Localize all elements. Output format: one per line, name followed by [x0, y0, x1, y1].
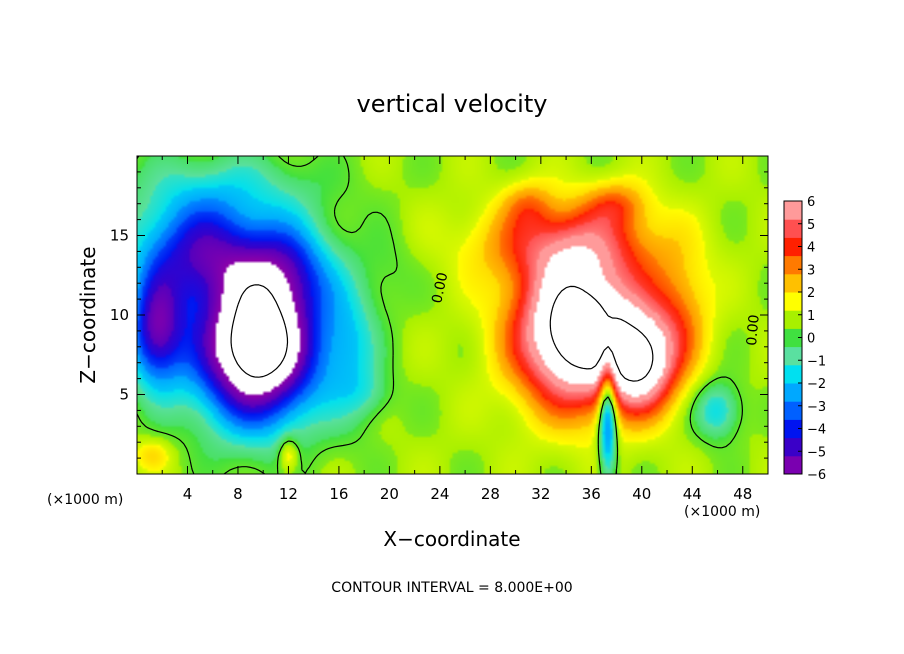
colorbar-tick-label: 4: [807, 241, 815, 256]
colorbar-swatch: [784, 328, 802, 348]
colorbar-tick-label: −3: [807, 400, 826, 415]
colorbar-tick-label: 5: [807, 218, 815, 233]
colorbar-tick-label: 0: [807, 332, 815, 347]
colorbar-swatch: [784, 383, 802, 402]
colorbar-swatch: [784, 237, 802, 257]
y-axis-title: Z−coordinate: [76, 246, 100, 383]
colorbar-swatch: [784, 346, 802, 366]
contour-negative: [230, 284, 289, 378]
colorbar-swatch: [784, 219, 802, 238]
colorbar-swatch: [784, 273, 802, 293]
colorbar-swatch: [784, 310, 802, 329]
colorbar-swatch: [784, 364, 802, 384]
colorbar-tick-label: −4: [807, 423, 826, 438]
colorbar-swatch: [784, 255, 802, 275]
y-tick-label: 10: [110, 306, 129, 324]
x-tick-label: 28: [481, 485, 500, 503]
colorbar: 6 5 4 3 2 1 0 −1 −2 −3 −4 −5 −6: [783, 195, 826, 483]
x-tick-label: 24: [430, 485, 449, 503]
contour-label-zero: 0.00: [744, 314, 763, 346]
velocity-field: [137, 156, 768, 474]
chart-title: vertical velocity: [357, 90, 548, 118]
colorbar-tick-label: 2: [807, 286, 815, 301]
x-tick-label: 12: [279, 485, 298, 503]
footer-contour-interval: CONTOUR INTERVAL = 8.000E+00: [331, 580, 572, 596]
x-tick-label: 44: [683, 485, 702, 503]
colorbar-swatch: [784, 201, 802, 220]
colorbar-swatch: [784, 455, 802, 475]
x-tick-label: 16: [329, 485, 348, 503]
contour-nonnegative: [137, 156, 743, 474]
colorbar-tick-label: −5: [807, 445, 826, 460]
x-tick-label: 48: [733, 485, 752, 503]
colorbar-tick-label: −2: [807, 377, 826, 392]
colorbar-tick-label: 3: [807, 263, 815, 278]
y-axis: 5 10 15: [110, 171, 768, 459]
contour-nonnegative: [549, 285, 654, 382]
x-tick-label: 8: [233, 485, 243, 503]
y-tick-label: 5: [119, 386, 129, 404]
colorbar-swatch: [784, 401, 802, 420]
colorbar-swatch: [784, 292, 802, 311]
contour-label-zero: 0.00: [429, 271, 451, 305]
x-tick-label: 4: [183, 485, 193, 503]
colorbar-tick-label: 1: [807, 309, 815, 324]
x-axis-title: X−coordinate: [383, 527, 520, 551]
colorbar-tick-label: −6: [807, 468, 826, 483]
contour-lines: [137, 156, 743, 474]
x-axis: 4 8 12 16 20 24 28 32 36 40 44 48: [161, 156, 752, 503]
x-tick-label: 40: [632, 485, 651, 503]
x-tick-label: 32: [531, 485, 550, 503]
x-tick-label: 20: [380, 485, 399, 503]
x-unit-right: (×1000 m): [684, 504, 760, 520]
x-tick-label: 36: [582, 485, 601, 503]
colorbar-tick-label: 6: [807, 195, 815, 210]
colorbar-tick-label: −1: [807, 354, 826, 369]
colorbar-swatch: [784, 437, 802, 457]
x-unit-left: (×1000 m): [47, 492, 123, 508]
colorbar-swatch: [784, 419, 802, 439]
y-tick-label: 15: [110, 227, 129, 245]
